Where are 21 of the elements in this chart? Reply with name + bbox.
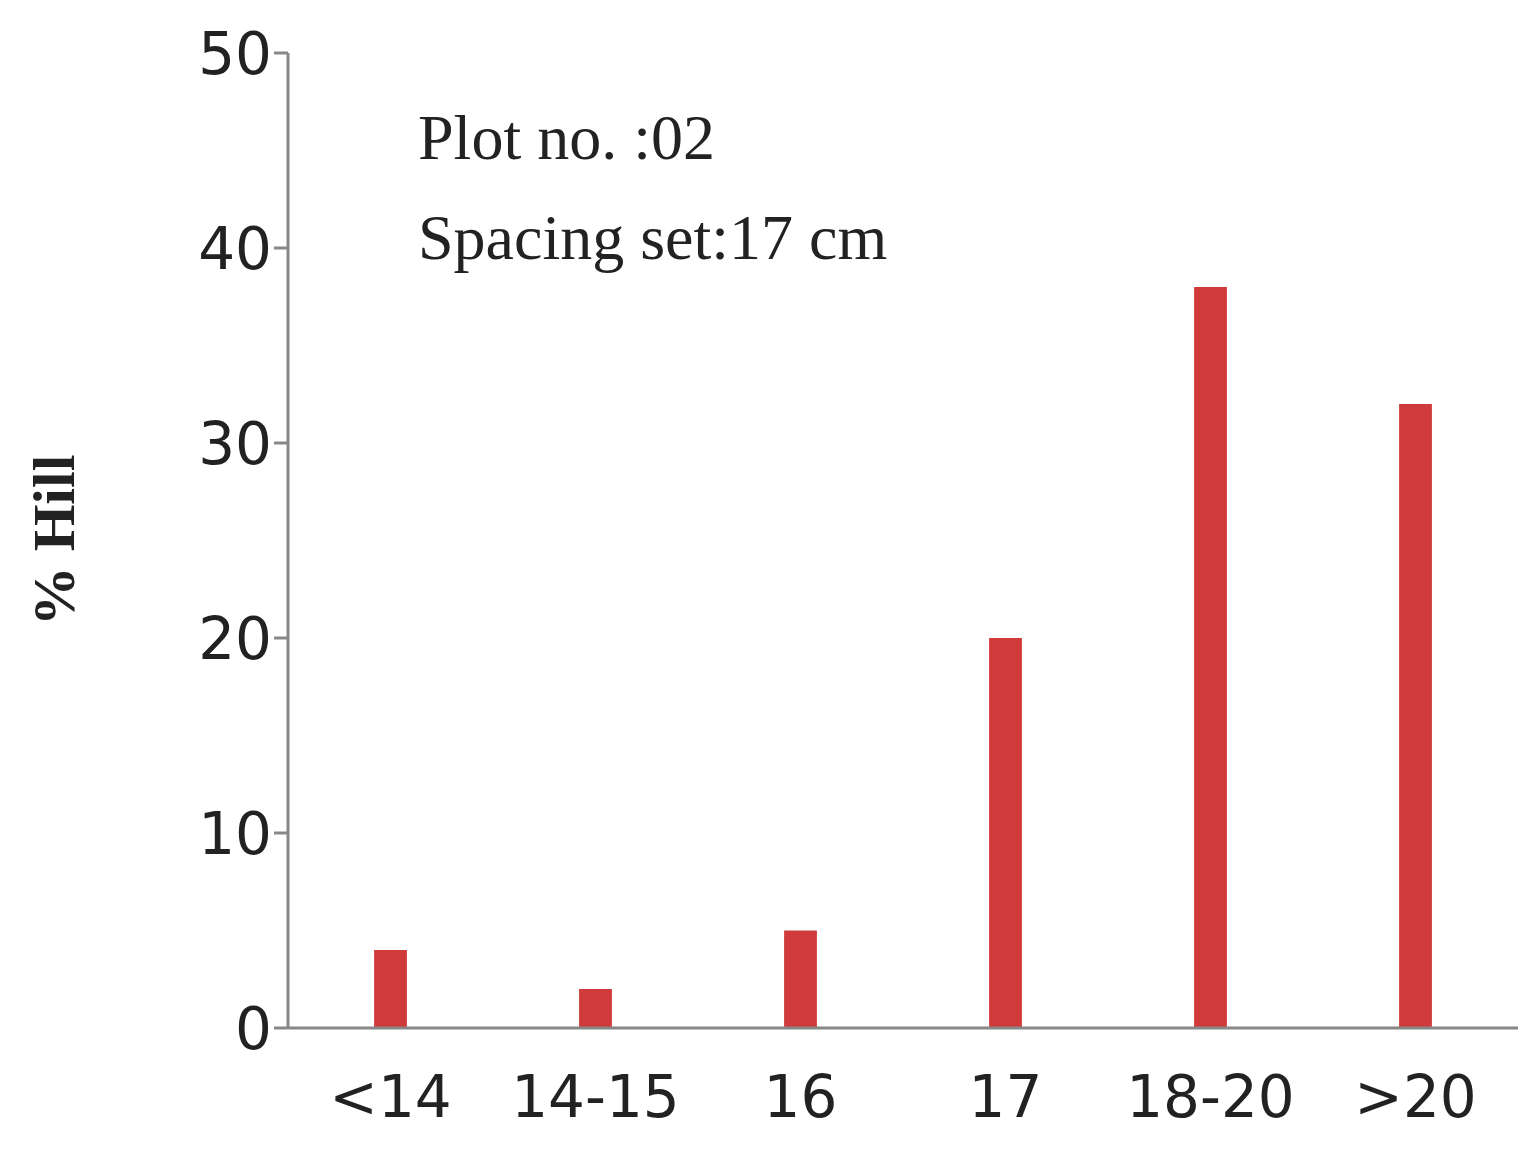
x-tick-label: <14 [329,1063,452,1132]
y-tick-label: 30 [198,409,272,478]
y-tick-label: 40 [198,214,272,283]
bar [579,989,612,1028]
bar [1399,404,1432,1028]
x-tick-label: 16 [763,1063,838,1132]
y-tick-label: 0 [235,994,272,1063]
x-tick-label: >20 [1354,1063,1477,1132]
annotation: Spacing set:17 cm [418,201,888,275]
bar [989,638,1022,1028]
x-tick-label: 14-15 [511,1063,680,1132]
y-tick-label: 20 [198,604,272,673]
bar [1194,287,1227,1028]
bar [374,950,407,1028]
x-tick-label: 18-20 [1126,1063,1295,1132]
annotation: Plot no. :02 [418,101,716,175]
y-tick-label: 10 [198,799,272,868]
y-tick-label: 50 [198,19,272,88]
y-axis-title: % Hill [21,454,88,627]
x-tick-label: 17 [968,1063,1043,1132]
bar [784,930,817,1028]
